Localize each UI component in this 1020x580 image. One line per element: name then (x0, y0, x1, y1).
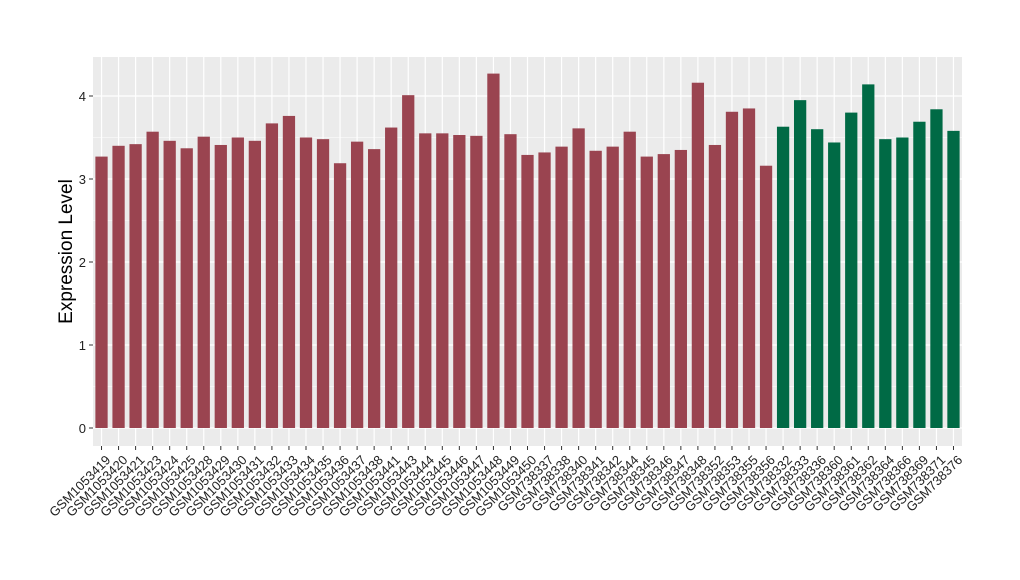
bar-gsm1053428 (197, 136, 210, 429)
bar-gsm738346 (657, 154, 670, 428)
bar-gsm1053419 (95, 156, 108, 428)
bar-gsm1053436 (333, 163, 347, 429)
bar-gsm1053433 (282, 115, 296, 429)
bar-gsm1053449 (504, 134, 517, 428)
y-tick-label: 1 (79, 338, 86, 353)
y-axis-title: Expression Level (56, 179, 77, 324)
bar-gsm738361 (845, 112, 858, 428)
bar-gsm738345 (640, 156, 653, 428)
bar-gsm1053424 (163, 140, 176, 428)
bar-gsm738344 (623, 131, 636, 428)
bar-gsm738364 (879, 139, 892, 428)
bar-gsm738360 (828, 142, 841, 429)
bar-gsm1053425 (180, 148, 193, 429)
bar-gsm738362 (862, 84, 875, 428)
bar-gsm738336 (811, 129, 824, 428)
bar-gsm738353 (725, 111, 739, 429)
bar-gsm1053446 (453, 135, 466, 428)
bar-gsm738338 (555, 146, 568, 428)
y-tick-label: 4 (79, 89, 86, 104)
bar-gsm1053434 (299, 137, 313, 428)
y-axis: 0 1 2 3 4 (79, 89, 93, 436)
bar-gsm1053444 (419, 133, 432, 428)
bar-gsm738376 (947, 130, 960, 429)
bar-gsm738369 (913, 121, 926, 428)
bar-gsm738342 (606, 146, 619, 428)
bars (95, 73, 960, 429)
bar-gsm1053421 (129, 144, 142, 428)
bar-gsm1053431 (248, 140, 262, 428)
bar-gsm1053429 (214, 144, 227, 428)
bar-gsm1053447 (470, 135, 483, 428)
bar-gsm738333 (793, 100, 807, 429)
bar-gsm1053441 (385, 127, 398, 428)
bar-gsm1053430 (231, 137, 244, 428)
bar-gsm1053450 (521, 154, 534, 428)
bar-gsm738371 (930, 109, 943, 428)
bar-gsm738352 (708, 144, 722, 428)
bar-gsm738355 (742, 108, 756, 428)
bar-gsm1053437 (350, 141, 364, 428)
bar-gsm738347 (674, 149, 687, 428)
bar-gsm1053435 (316, 139, 330, 428)
y-tick-label: 0 (79, 421, 86, 436)
bar-gsm1053443 (402, 95, 415, 429)
bar-gsm1053445 (436, 133, 449, 428)
bar-gsm738337 (538, 152, 551, 428)
bar-gsm738332 (776, 126, 790, 429)
bar-gsm1053438 (368, 149, 381, 428)
y-tick-label: 2 (79, 255, 86, 270)
bar-gsm1053448 (487, 73, 500, 428)
bar-gsm738366 (896, 137, 909, 428)
bar-gsm738356 (759, 165, 773, 428)
bar-gsm1053423 (146, 131, 159, 428)
y-tick-label: 3 (79, 172, 86, 187)
bar-gsm738348 (691, 82, 705, 428)
bar-gsm738340 (572, 128, 585, 428)
bar-gsm1053432 (265, 123, 279, 428)
bar-gsm1053420 (112, 145, 125, 429)
x-axis: GSM1053419GSM1053420GSM1053421GSM1053423… (46, 446, 965, 520)
bar-gsm738341 (589, 150, 602, 428)
